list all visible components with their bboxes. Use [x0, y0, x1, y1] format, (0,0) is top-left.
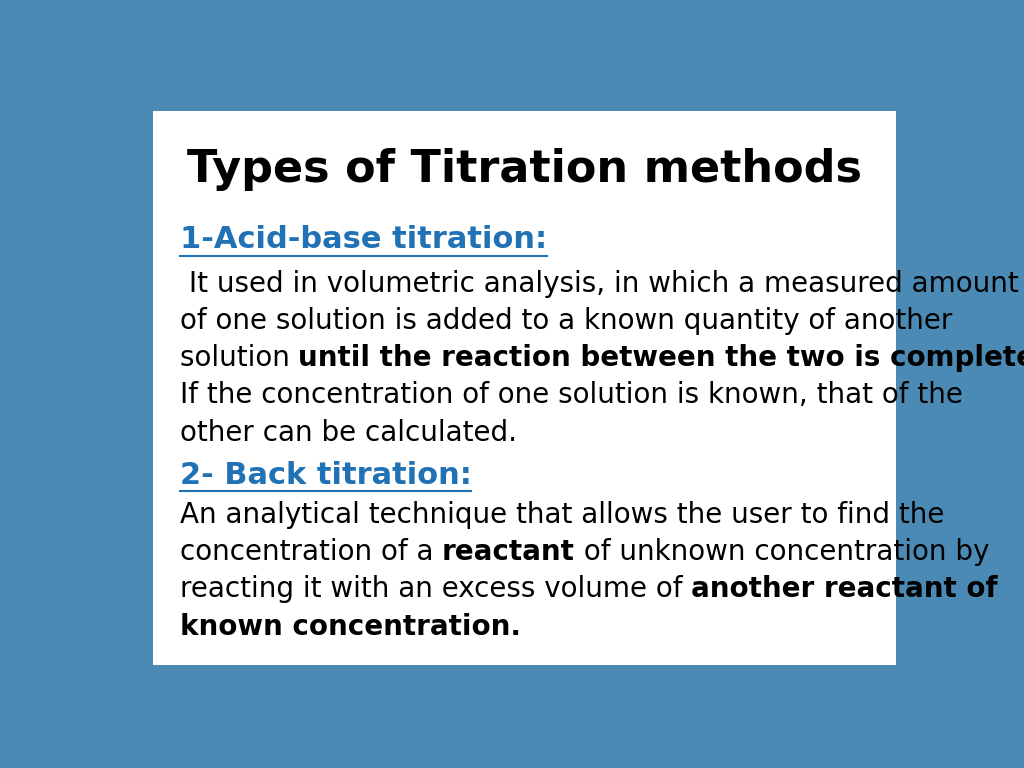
Text: of one solution is added to a known quantity of another: of one solution is added to a known quan… — [179, 307, 952, 335]
Text: until the reaction between the two is complete.: until the reaction between the two is co… — [298, 344, 1024, 372]
Text: If the concentration of one solution is known, that of the: If the concentration of one solution is … — [179, 382, 963, 409]
Text: of unknown concentration by: of unknown concentration by — [574, 538, 989, 566]
Text: 2- Back titration:: 2- Back titration: — [179, 461, 471, 489]
Text: solution: solution — [179, 344, 298, 372]
Text: known concentration.: known concentration. — [179, 613, 520, 641]
Text: Types of Titration methods: Types of Titration methods — [187, 148, 862, 191]
Text: other can be calculated.: other can be calculated. — [179, 419, 516, 446]
Text: another reactant of: another reactant of — [691, 575, 997, 604]
Text: An analytical technique that allows the user to find the: An analytical technique that allows the … — [179, 501, 944, 529]
FancyBboxPatch shape — [154, 111, 896, 664]
Text: reacting it with an excess volume of: reacting it with an excess volume of — [179, 575, 691, 604]
Text: 1-Acid-base titration:: 1-Acid-base titration: — [179, 225, 547, 254]
Text: It used in volumetric analysis, in which a measured amount: It used in volumetric analysis, in which… — [179, 270, 1018, 297]
Text: concentration of a: concentration of a — [179, 538, 442, 566]
Text: reactant: reactant — [442, 538, 574, 566]
